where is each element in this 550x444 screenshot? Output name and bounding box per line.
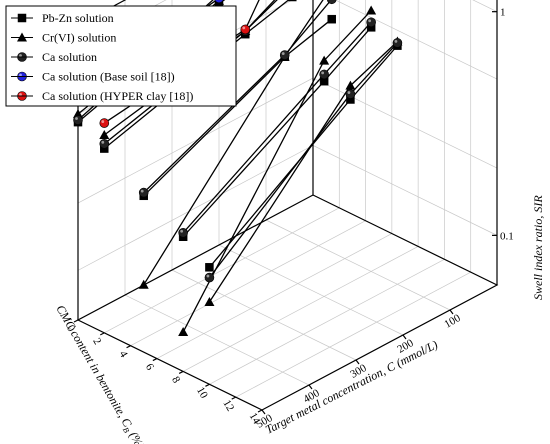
y-tick: [355, 359, 360, 365]
marker-ca-solution-highlight: [140, 189, 144, 193]
y-tick: [402, 334, 407, 340]
y-axis-label: Target metal concentration, C (mmol/L): [263, 337, 440, 436]
legend-label: Ca solution: [42, 50, 97, 64]
marker-ca-solution: [392, 38, 403, 48]
marker-ca-solution-highlight: [321, 71, 325, 75]
marker-ca-solution-highlight: [180, 229, 184, 233]
marker-ca-solution: [204, 272, 215, 283]
marker-cr-vi-solution: [73, 109, 83, 119]
x-tick-label: 10: [194, 385, 210, 401]
marker-ca-solution: [279, 50, 290, 60]
marker-cr-vi-solution: [204, 296, 215, 306]
marker-ca-solution-highlight: [75, 117, 78, 120]
y-tick: [449, 309, 454, 315]
x-tick: [100, 332, 105, 336]
marker-ca-solution: [319, 69, 329, 80]
x-tick: [73, 319, 79, 323]
z-axis-label: Swell index ratio, SIR: [531, 195, 545, 300]
marker-cr-vi-solution: [366, 5, 377, 15]
x-tick: [205, 383, 210, 387]
floor-grid-line: [209, 258, 445, 385]
z-tick-label: 1.2: [500, 0, 514, 1]
y-tick: [261, 409, 266, 415]
marker-pb-zn-solution: [327, 14, 336, 24]
floor-grid-line: [182, 246, 419, 372]
marker-ca-solution: [178, 227, 188, 238]
marker-ca-solution: [73, 115, 83, 125]
floor-grid-line: [171, 269, 357, 361]
x-tick: [178, 370, 184, 374]
z-tick-label: 1: [500, 7, 506, 19]
legend-marker-highlight: [19, 93, 22, 96]
legend-box: [5, 5, 237, 107]
floor-grid-line: [235, 271, 471, 398]
marker-ca-solution-highlight: [101, 140, 105, 144]
x-tick: [126, 345, 131, 349]
x-tick: [257, 409, 263, 413]
floor-grid-line: [265, 219, 451, 311]
x-axis-label-sub: B: [121, 426, 131, 435]
legend-marker-highlight: [19, 73, 22, 77]
marker-ca-solution-hyper-clay-18: [240, 24, 251, 35]
wall-grid-line: [77, 0, 498, 47]
x-tick-label: 2: [90, 336, 103, 347]
legend-marker-highlight: [19, 54, 22, 57]
x-tick-label: 6: [143, 362, 156, 373]
x-tick: [152, 358, 158, 362]
z-axis-tick-labels: 0.1 1 1.2: [492, 0, 514, 242]
marker-ca-solution-hyper-clay-18-highlight: [242, 26, 246, 30]
y-tick: [308, 384, 313, 390]
legend-label: Ca solution (Base soil [18]): [42, 70, 175, 84]
marker-pb-zn-solution: [205, 263, 214, 272]
marker-ca-solution: [345, 89, 356, 99]
marker-ca-solution: [138, 187, 149, 198]
marker-ca-solution: [366, 17, 376, 28]
marker-ca-solution-highlight: [394, 39, 398, 43]
x-tick: [231, 396, 236, 400]
x-tick-label: 8: [169, 375, 182, 386]
floor-grid-line: [218, 244, 404, 336]
legend-label: Cr(VI) solution: [42, 31, 116, 45]
x-axis-label-main: CMC content in bentonite, C: [53, 303, 135, 431]
marker-cr-vi-solution: [138, 279, 149, 289]
x-tick-label: 0: [64, 323, 77, 334]
y-tick-label: 100: [442, 312, 463, 331]
marker-ca-solution-base-soil-18: [214, 0, 224, 4]
floor-grid-line: [104, 207, 340, 334]
marker-ca-solution-highlight: [347, 91, 351, 94]
x-tick-label: 4: [117, 349, 130, 360]
marker-ca-solution-highlight: [206, 274, 210, 278]
x-axis-label: CMC content in bentonite, CB (%): [52, 303, 148, 444]
marker-ca-solution: [326, 0, 337, 5]
marker-ca-solution: [99, 139, 110, 149]
marker-cr-vi-solution: [178, 327, 189, 337]
legend: Pb-Zn solution Cr(VI) solution Ca solution…: [5, 5, 237, 107]
legend-label: Pb-Zn solution: [42, 11, 114, 25]
wall-grid-line: [77, 144, 498, 271]
marker-cr-vi-solution: [319, 55, 330, 65]
marker-pb-zn-solution: [288, 0, 297, 2]
marker-ca-solution-highlight: [281, 52, 285, 55]
x-tick-label: 12: [220, 398, 236, 414]
floor-grid-line: [130, 220, 366, 347]
marker-cr-vi-solution: [99, 129, 110, 139]
z-tick-label: 0.1: [500, 230, 514, 242]
legend-label: Ca solution (HYPER clay [18]): [42, 89, 193, 103]
floor-grid-line: [124, 294, 310, 386]
marker-ca-solution-hyper-clay-18: [99, 118, 110, 128]
floor-grid-line: [156, 233, 393, 359]
marker-cr-vi-solution: [345, 80, 356, 90]
top-back-edge: [77, 0, 127, 26]
marker-ca-solution-hyper-clay-18-highlight: [101, 120, 105, 123]
marker-ca-solution-highlight: [368, 19, 372, 23]
series-line-pb-zn-solution: [208, 45, 398, 268]
